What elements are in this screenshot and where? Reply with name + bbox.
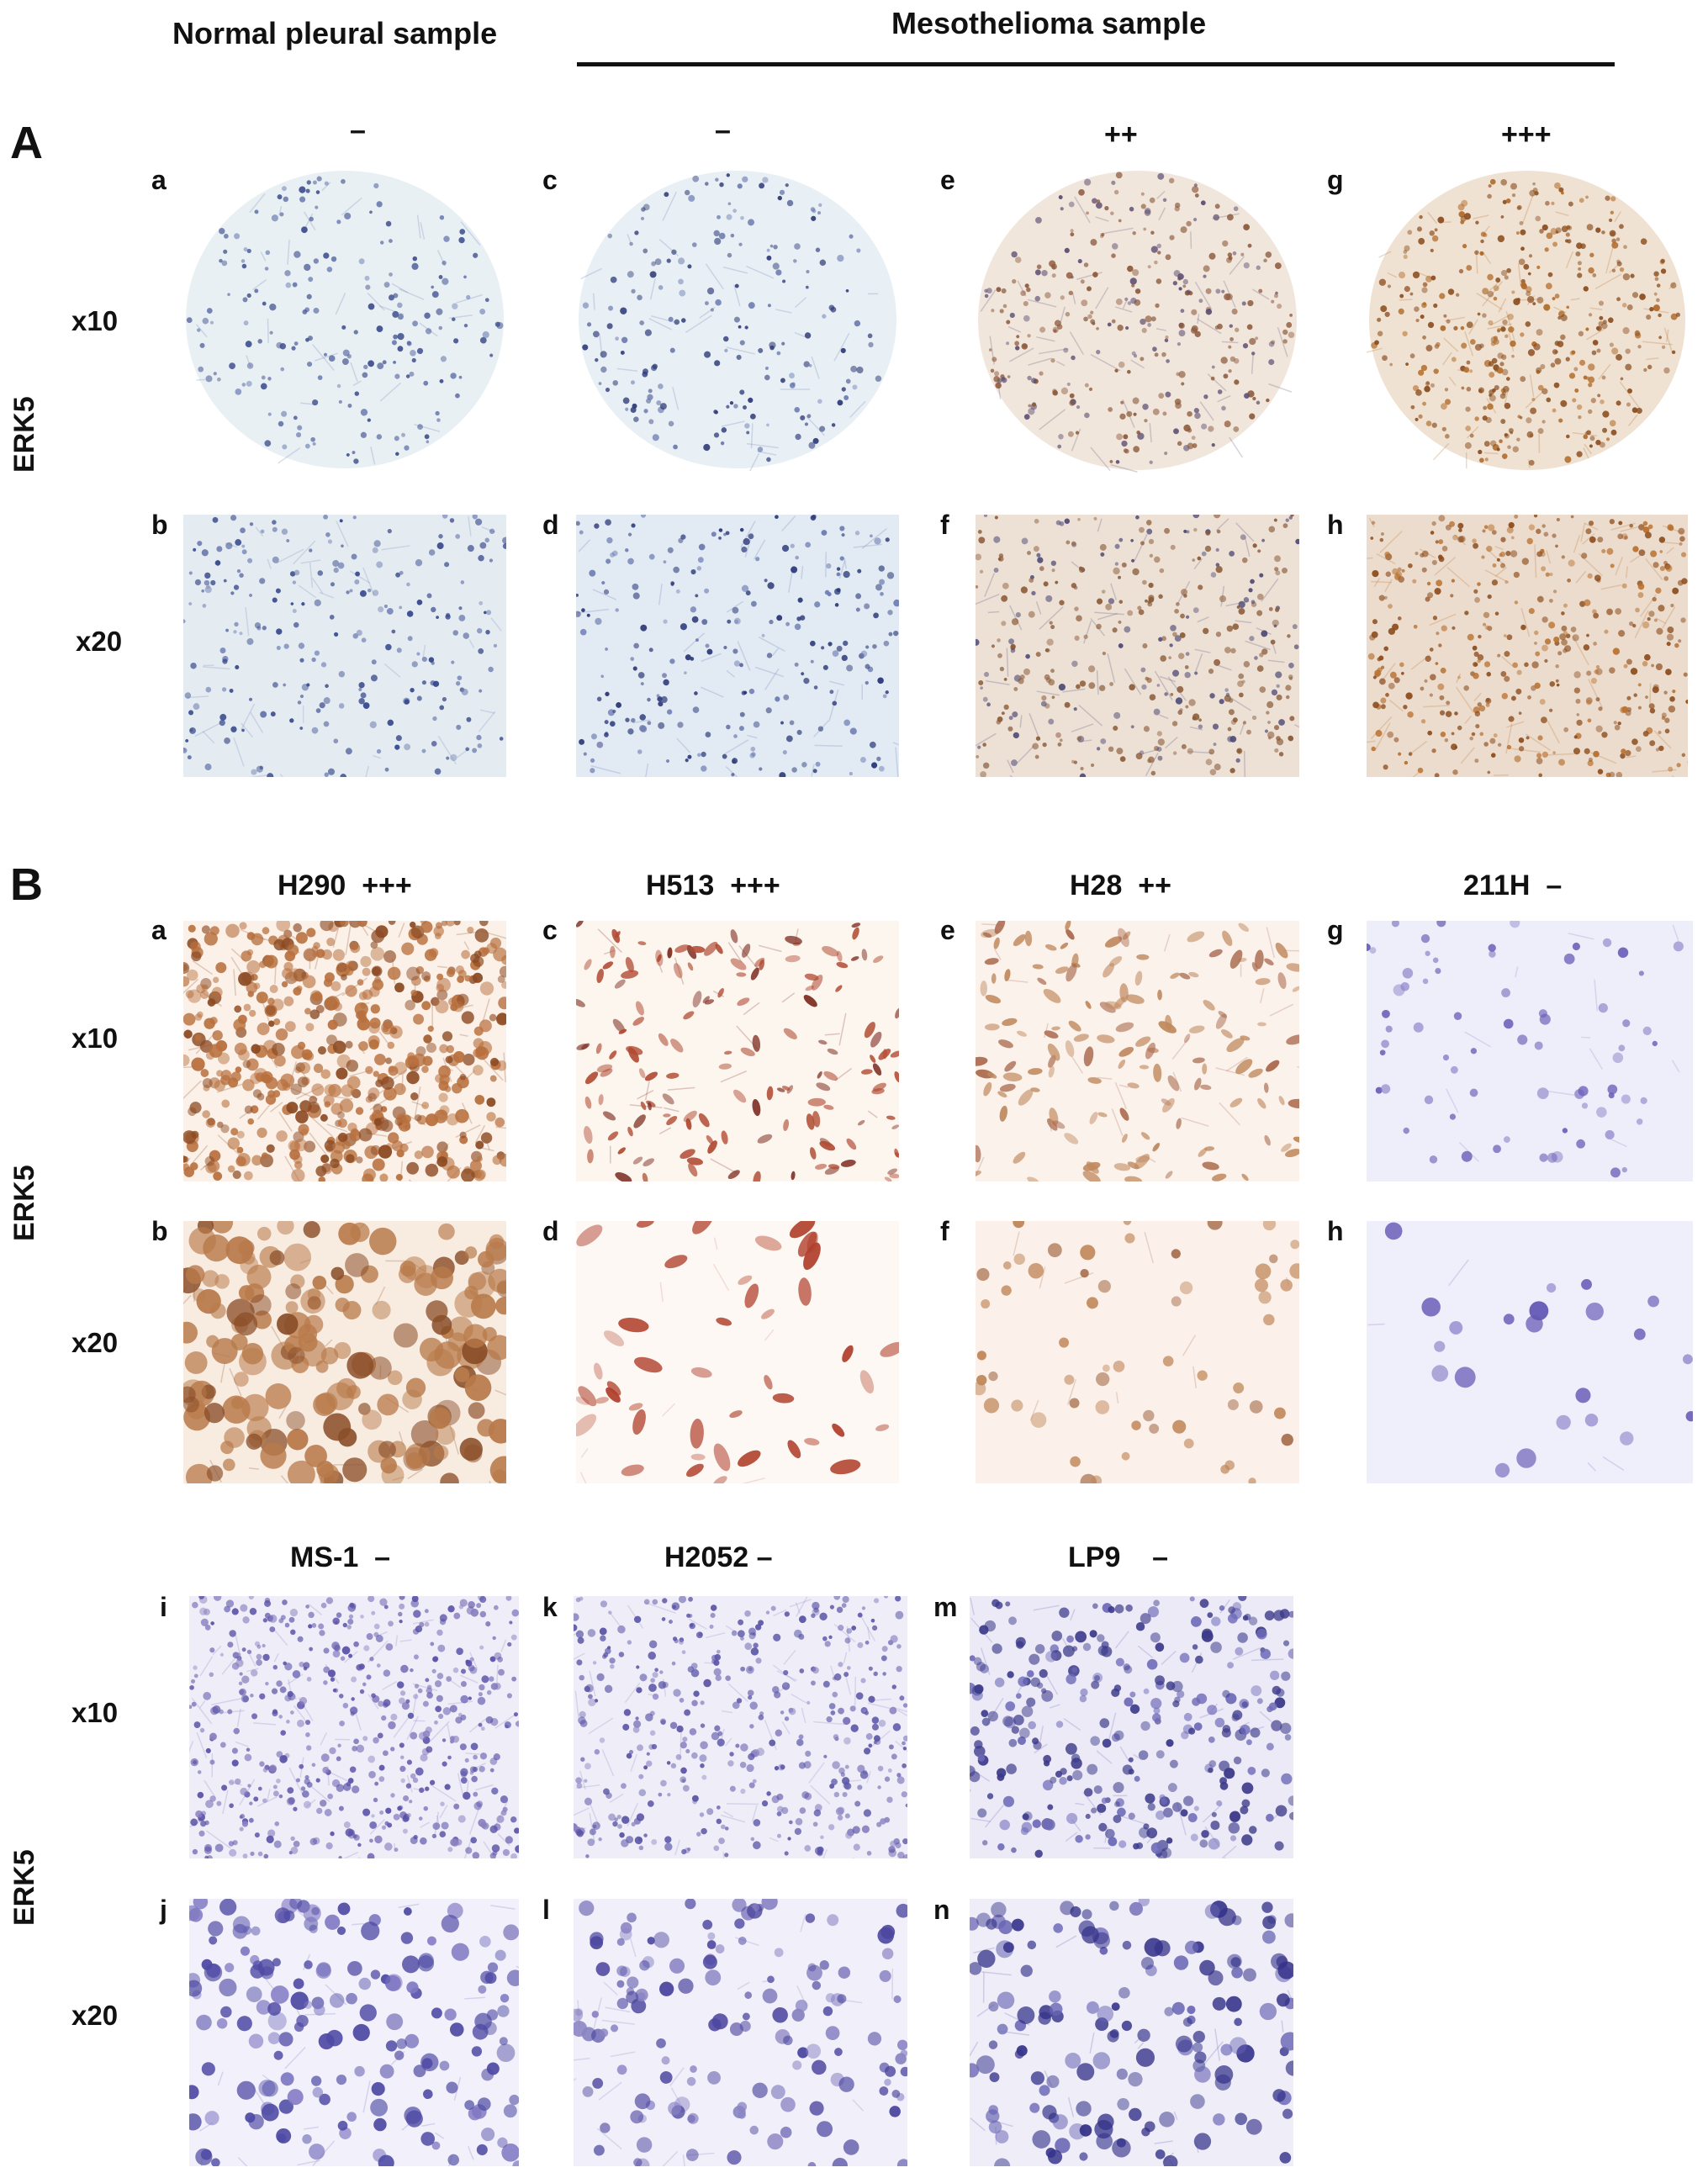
mesothelioma-header-rule bbox=[577, 62, 1615, 66]
panel-a-a-letter: a bbox=[151, 165, 167, 195]
section-a-col2-score: – bbox=[715, 114, 731, 146]
cell-line-lp9-title: LP9 – bbox=[1068, 1543, 1168, 1572]
cell-line-score: – bbox=[374, 1541, 391, 1573]
panel-b-i-letter: i bbox=[160, 1592, 167, 1622]
panel-b-e-letter: e bbox=[940, 915, 955, 945]
tissue-image-d bbox=[576, 515, 899, 777]
section-b-x10-label: x10 bbox=[71, 1023, 119, 1054]
panel-b-k-letter: k bbox=[542, 1592, 558, 1622]
panel-b-l-letter: l bbox=[542, 1895, 550, 1925]
section-a-col4-score: +++ bbox=[1501, 119, 1552, 151]
cell-line-score: – bbox=[756, 1541, 773, 1573]
cell-line-score: +++ bbox=[362, 870, 412, 901]
section-b-erk5-label-2: ERK5 bbox=[8, 1849, 40, 1926]
cell-image-211h-x10 bbox=[1367, 921, 1693, 1182]
tissue-image-h bbox=[1367, 515, 1688, 777]
cell-line-h513-title: H513 +++ bbox=[646, 871, 780, 900]
panel-a-f-letter: f bbox=[940, 510, 949, 540]
panel-b-d-letter: d bbox=[542, 1216, 559, 1246]
cell-image-h28-x10 bbox=[976, 921, 1299, 1182]
cell-line-name: H290 bbox=[278, 870, 346, 901]
cell-line-name: H513 bbox=[646, 870, 715, 901]
cell-image-h28-x20 bbox=[976, 1221, 1299, 1483]
tissue-image-b bbox=[183, 515, 506, 777]
cell-line-h28-title: H28 ++ bbox=[1070, 871, 1171, 900]
tissue-image-e bbox=[976, 168, 1299, 473]
cell-image-ms1-x10 bbox=[189, 1596, 519, 1858]
panel-b-n-letter: n bbox=[933, 1895, 950, 1925]
cell-image-h513-x20 bbox=[576, 1221, 899, 1483]
cell-image-h2052-x20 bbox=[574, 1899, 907, 2166]
panel-a-e-letter: e bbox=[940, 165, 955, 195]
panel-b-a-letter: a bbox=[151, 915, 167, 945]
panel-a-c-letter: c bbox=[542, 165, 558, 195]
cell-image-h290-x10 bbox=[183, 921, 506, 1182]
tissue-image-a bbox=[183, 168, 506, 471]
section-a-col1-score: – bbox=[350, 114, 366, 146]
panel-a-g-letter: g bbox=[1327, 165, 1344, 195]
cell-line-211h-title: 211H – bbox=[1463, 871, 1562, 900]
cell-line-ms1-title: MS-1 – bbox=[290, 1543, 390, 1572]
cell-line-score: – bbox=[1546, 870, 1563, 901]
section-a-letter: A bbox=[10, 118, 43, 168]
cell-image-211h-x20 bbox=[1367, 1221, 1693, 1483]
panel-b-h-letter: h bbox=[1327, 1216, 1344, 1246]
tissue-image-g bbox=[1367, 168, 1688, 473]
section-a-erk5-label: ERK5 bbox=[8, 396, 40, 473]
panel-b-m-letter: m bbox=[933, 1592, 958, 1622]
section-a-x20-label: x20 bbox=[76, 626, 123, 657]
panel-a-h-letter: h bbox=[1327, 510, 1344, 540]
cell-image-h290-x20 bbox=[183, 1221, 506, 1483]
cell-line-name: LP9 bbox=[1068, 1541, 1121, 1573]
cell-line-name: MS-1 bbox=[290, 1541, 359, 1573]
tissue-image-c bbox=[576, 168, 899, 471]
section-a-x10-label: x10 bbox=[71, 305, 119, 336]
panel-b-c-letter: c bbox=[542, 915, 558, 945]
section-b-erk5-label: ERK5 bbox=[8, 1165, 40, 1241]
cell-line-h2052-title: H2052 – bbox=[664, 1543, 773, 1572]
panel-a-d-letter: d bbox=[542, 510, 559, 540]
section-b-letter: B bbox=[10, 859, 43, 910]
cell-line-name: H28 bbox=[1070, 870, 1123, 901]
panel-b-j-letter: j bbox=[160, 1895, 167, 1925]
cell-line-name: H2052 bbox=[664, 1541, 749, 1573]
cell-image-lp9-x20 bbox=[970, 1899, 1293, 2166]
cell-image-h513-x10 bbox=[576, 921, 899, 1182]
panel-a-b-letter: b bbox=[151, 510, 168, 540]
cell-image-h2052-x10 bbox=[574, 1596, 907, 1858]
normal-sample-header: Normal pleural sample bbox=[172, 16, 498, 50]
cell-line-score: – bbox=[1152, 1541, 1169, 1573]
mesothelioma-sample-header: Mesothelioma sample bbox=[891, 6, 1207, 40]
section-b-x20-label: x20 bbox=[71, 1327, 119, 1358]
section-b-x10-label-2: x10 bbox=[71, 1697, 119, 1728]
section-a-col3-score: ++ bbox=[1104, 119, 1138, 151]
cell-image-lp9-x10 bbox=[970, 1596, 1293, 1858]
panel-b-g-letter: g bbox=[1327, 915, 1344, 945]
section-b-x20-label-2: x20 bbox=[71, 2000, 119, 2031]
cell-line-name: 211H bbox=[1463, 870, 1531, 901]
cell-line-score: ++ bbox=[1138, 870, 1171, 901]
panel-b-b-letter: b bbox=[151, 1216, 168, 1246]
cell-image-ms1-x20 bbox=[189, 1899, 519, 2166]
panel-b-f-letter: f bbox=[940, 1216, 949, 1246]
cell-line-h290-title: H290 +++ bbox=[278, 871, 412, 900]
tissue-image-f bbox=[976, 515, 1299, 777]
cell-line-score: +++ bbox=[730, 870, 780, 901]
